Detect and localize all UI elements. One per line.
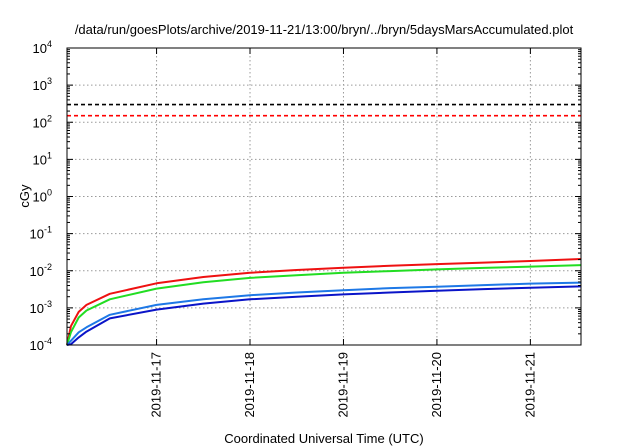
y-tick-label: 10-2	[30, 262, 52, 279]
axis-ticks	[67, 47, 581, 346]
x-tick-label: 2019-11-19	[335, 352, 350, 418]
series-line	[66, 258, 582, 346]
x-axis-label: Coordinated Universal Time (UTC)	[224, 431, 423, 446]
y-tick-label: 101	[33, 150, 52, 167]
series-line	[66, 281, 582, 346]
grid-lines	[67, 48, 581, 345]
y-tick-label: 104	[33, 39, 52, 56]
y-tick-label: 10-3	[30, 299, 52, 316]
x-tick-label: 2019-11-20	[429, 352, 444, 418]
y-tick-label: 100	[33, 188, 52, 205]
x-tick-label: 2019-11-17	[149, 352, 164, 418]
x-tick-labels: 2019-11-17 2019-11-18 2019-11-19 2019-11-20…	[149, 352, 538, 418]
series-line	[66, 264, 582, 346]
y-tick-label: 10-1	[30, 225, 52, 242]
x-tick-label: 2019-11-21	[522, 352, 537, 418]
y-axis-label: cGy	[17, 184, 32, 208]
reference-lines	[67, 103, 581, 117]
y-tick-labels: 10-4 10-3 10-2 10-1 100 101 102 103 104	[30, 39, 52, 353]
y-tick-label: 102	[33, 113, 52, 130]
chart-title: /data/run/goesPlots/archive/2019-11-21/1…	[75, 22, 574, 37]
series-lines	[66, 258, 582, 346]
y-tick-label: 10-4	[30, 336, 52, 353]
x-tick-label: 2019-11-18	[242, 352, 257, 418]
series-line	[66, 285, 582, 346]
y-tick-label: 103	[33, 76, 52, 93]
